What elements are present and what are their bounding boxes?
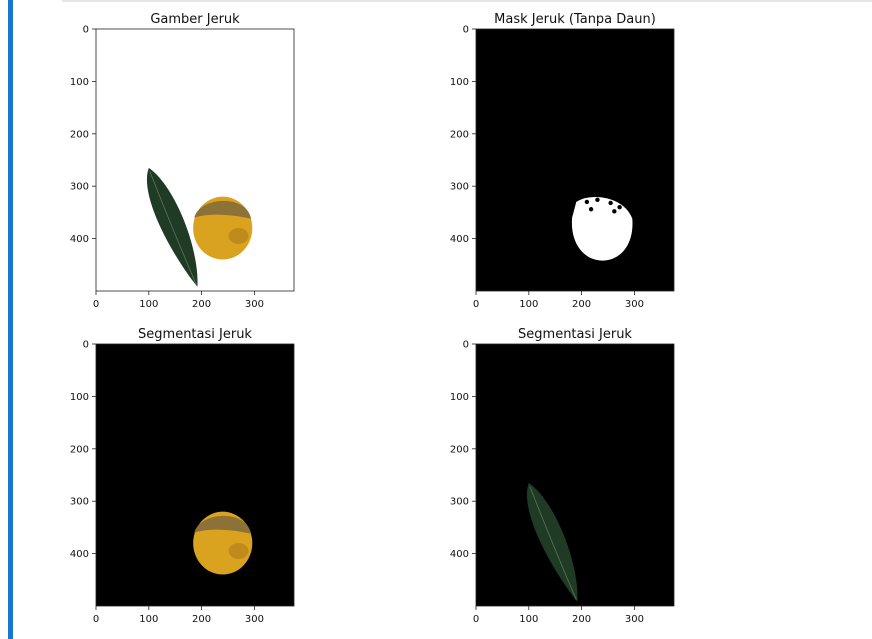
y-tick-label: 200	[450, 444, 469, 455]
axes-frame	[475, 28, 675, 292]
y-tick-label: 100	[70, 77, 89, 88]
y-tick-label: 400	[450, 234, 469, 245]
orange-shade	[194, 515, 252, 534]
y-tick-label: 400	[450, 549, 469, 560]
x-tick-label: 0	[93, 614, 99, 625]
leaf-vein	[149, 171, 197, 285]
subplot-svg: 0 100 200 300 0 100 200 300 400	[450, 340, 675, 625]
subplot-title: Gamber Jeruk	[150, 12, 240, 27]
image-content	[146, 167, 253, 287]
x-tick-label: 300	[625, 299, 644, 310]
y-tick-label: 300	[70, 182, 89, 193]
y-tick-label: 100	[70, 392, 89, 403]
image-background	[96, 344, 294, 606]
x-tick-label: 100	[519, 614, 538, 625]
axes-frame	[95, 28, 295, 292]
mask-hole	[617, 204, 622, 210]
x-tick-label: 300	[245, 299, 264, 310]
x-tick-label: 0	[473, 614, 479, 625]
x-tick-label: 0	[93, 299, 99, 310]
mask-hole	[588, 207, 594, 212]
y-tick-label: 100	[450, 77, 469, 88]
orange-shade	[194, 200, 252, 219]
mask-hole	[595, 197, 600, 203]
cell-selection-bar	[8, 0, 13, 639]
subplot-svg: 0 100 200 300 0 100 200 300 400	[70, 25, 295, 310]
subplot-title: Segmentasi Jeruk	[518, 327, 632, 342]
subplot-title: Segmentasi Jeruk	[138, 327, 252, 342]
y-tick-label: 0	[83, 340, 89, 351]
x-tick-label: 200	[572, 614, 591, 625]
subplot-mask-jeruk: Mask Jeruk (Tanpa Daun) 0 100 200 300 0 100 20…	[430, 10, 690, 320]
image-content	[526, 482, 578, 602]
orange-spot	[228, 227, 249, 244]
y-tick-label: 0	[463, 340, 469, 351]
image-background	[476, 29, 674, 291]
orange-spot	[228, 542, 249, 559]
mask-hole	[584, 199, 590, 205]
subplot-svg: 0 100 200 300 0 100 200 300 400	[70, 340, 295, 625]
subplot-title: Mask Jeruk (Tanpa Daun)	[494, 12, 656, 27]
mask-hole	[612, 209, 617, 214]
y-tick-label: 100	[450, 392, 469, 403]
y-tick-label: 400	[70, 234, 89, 245]
cell-top-divider	[62, 0, 872, 2]
x-tick-label: 100	[139, 614, 158, 625]
image-background	[476, 344, 674, 606]
y-tick-label: 300	[450, 497, 469, 508]
y-tick-label: 300	[450, 182, 469, 193]
y-tick-label: 200	[450, 129, 469, 140]
subplot-gamber-jeruk: Gamber Jeruk 0 100 200 300 0 100 200 300 400	[50, 10, 310, 320]
axes-frame	[95, 343, 295, 607]
y-tick-label: 300	[70, 497, 89, 508]
x-tick-label: 0	[473, 299, 479, 310]
leaf-vein	[529, 486, 577, 600]
y-tick-label: 400	[70, 549, 89, 560]
y-tick-label: 0	[463, 25, 469, 36]
x-tick-label: 300	[625, 614, 644, 625]
y-tick-label: 200	[70, 444, 89, 455]
x-tick-label: 200	[192, 614, 211, 625]
y-tick-label: 0	[83, 25, 89, 36]
subplot-segmentasi-jeruk-leaf: Segmentasi Jeruk 0 100 200 300 0 100 200 300 400	[430, 325, 690, 635]
mask-region	[571, 196, 633, 261]
x-tick-label: 200	[192, 299, 211, 310]
x-tick-label: 300	[245, 614, 264, 625]
axes-frame	[475, 343, 675, 607]
image-background	[96, 29, 294, 291]
image-content	[571, 196, 633, 261]
x-tick-label: 100	[139, 299, 158, 310]
mask-hole	[608, 200, 613, 206]
subplot-svg: 0 100 200 300 0 100 200 300 400	[450, 25, 675, 310]
image-content	[193, 511, 253, 575]
subplot-segmentasi-jeruk-orange: Segmentasi Jeruk 0 100 200 300 0 100 200 300 400	[50, 325, 310, 635]
x-tick-label: 100	[519, 299, 538, 310]
x-tick-label: 200	[572, 299, 591, 310]
y-tick-label: 200	[70, 129, 89, 140]
